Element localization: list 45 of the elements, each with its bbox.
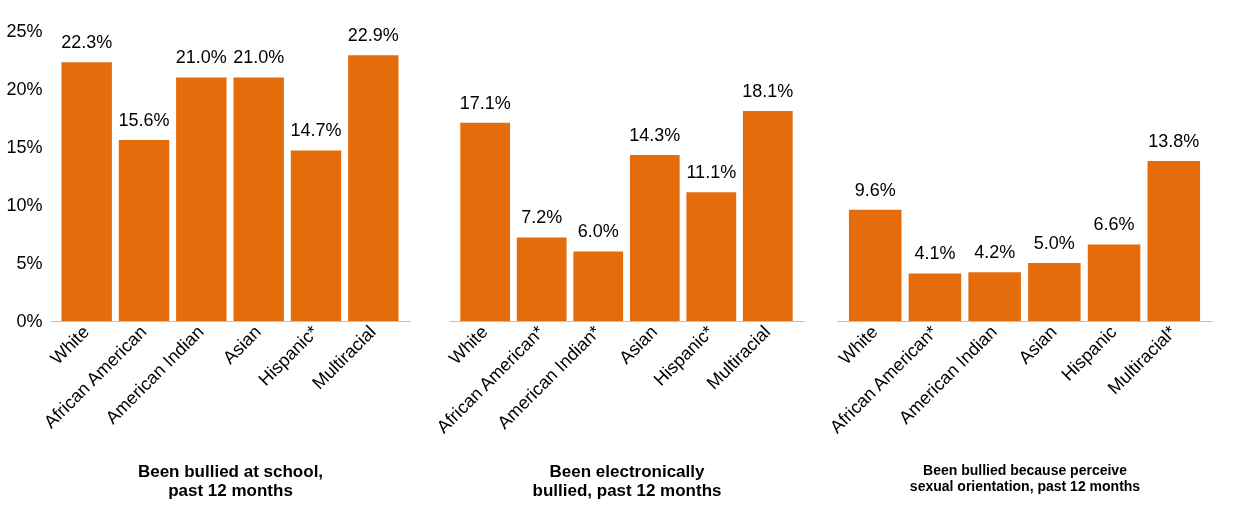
data-label: 4.2% xyxy=(974,242,1016,263)
data-label: 7.2% xyxy=(521,207,563,228)
bar xyxy=(1147,160,1201,321)
bar xyxy=(516,237,567,321)
data-label: 21.0% xyxy=(233,47,285,68)
bar xyxy=(848,209,902,321)
data-label: 15.6% xyxy=(118,110,170,131)
y-tick-label: 20% xyxy=(6,78,43,99)
bar xyxy=(742,111,793,321)
bar xyxy=(460,122,511,321)
data-label: 6.0% xyxy=(577,221,619,242)
data-label: 22.9% xyxy=(347,25,399,46)
data-label: 14.7% xyxy=(290,120,342,141)
y-tick-label: 0% xyxy=(16,310,43,331)
bar xyxy=(686,192,737,321)
data-label: 6.6% xyxy=(1093,214,1135,235)
bar xyxy=(348,55,399,321)
bar xyxy=(233,77,284,321)
bar xyxy=(908,273,962,321)
bar xyxy=(1087,244,1141,321)
data-label: 4.1% xyxy=(914,243,956,264)
x-axis-title: Been bullied because perceive sexual orientation, past 12 months xyxy=(909,461,1141,494)
data-label: 5.0% xyxy=(1033,233,1075,253)
x-axis-title: Been electronically bullied, past 12 months xyxy=(532,461,722,500)
data-label: 9.6% xyxy=(854,179,896,200)
bar xyxy=(118,140,170,321)
bar xyxy=(176,77,227,321)
bar xyxy=(573,251,624,321)
data-label: 14.3% xyxy=(629,125,681,146)
bar xyxy=(290,150,342,321)
data-label: 13.8% xyxy=(1148,130,1200,151)
data-label: 17.1% xyxy=(459,92,511,113)
bar xyxy=(1028,263,1081,321)
y-tick-label: 15% xyxy=(6,136,43,157)
x-axis-title: Been bullied at school, past 12 months xyxy=(137,461,324,500)
data-label: 11.1% xyxy=(686,162,737,183)
bar xyxy=(629,155,680,321)
y-tick-label: 5% xyxy=(16,252,43,273)
y-tick-label: 10% xyxy=(6,194,43,215)
bar xyxy=(61,62,112,321)
bar xyxy=(968,272,1021,321)
data-label: 18.1% xyxy=(742,81,794,102)
y-tick-label: 25% xyxy=(6,20,43,41)
data-label: 21.0% xyxy=(175,47,227,68)
data-label: 22.3% xyxy=(61,32,113,53)
